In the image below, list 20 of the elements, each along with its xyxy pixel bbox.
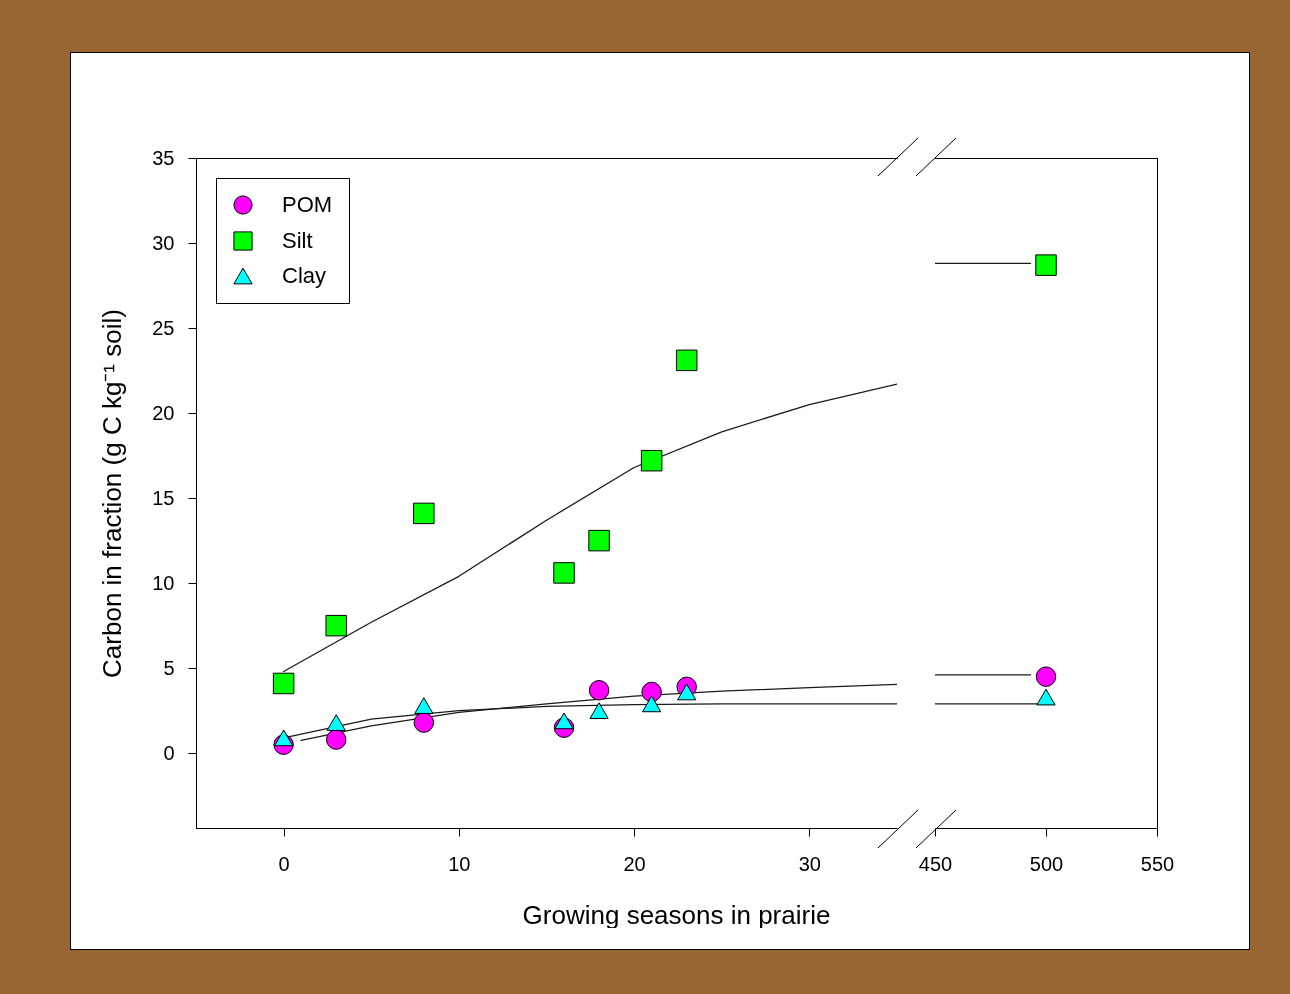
y-tick-label: 20 <box>152 401 175 424</box>
y-tick-label: 35 <box>152 146 175 169</box>
y-tick-label: 30 <box>152 231 175 254</box>
x-tick-label: 30 <box>798 852 821 875</box>
y-tick-label: 5 <box>163 656 175 679</box>
y-tick-label: 15 <box>152 486 175 509</box>
y-axis-title: Carbon in fraction (g C kg⁻¹ soil) <box>97 309 128 678</box>
legend-label: Clay <box>282 263 327 288</box>
x-axis-title: Growing seasons in prairie <box>522 899 831 930</box>
legend-label: POM <box>282 192 333 217</box>
x-tick-label: 450 <box>918 852 953 875</box>
y-tick-label: 10 <box>152 571 175 594</box>
x-tick-label: 20 <box>623 852 646 875</box>
x-tick-label: 550 <box>1140 852 1175 875</box>
x-tick-label: 500 <box>1029 852 1064 875</box>
y-tick-label: 0 <box>163 741 175 764</box>
y-tick-label: 25 <box>152 316 175 339</box>
legend-label: Silt <box>282 228 313 253</box>
x-tick-label: 0 <box>278 852 290 875</box>
x-tick-label: 10 <box>448 852 471 875</box>
